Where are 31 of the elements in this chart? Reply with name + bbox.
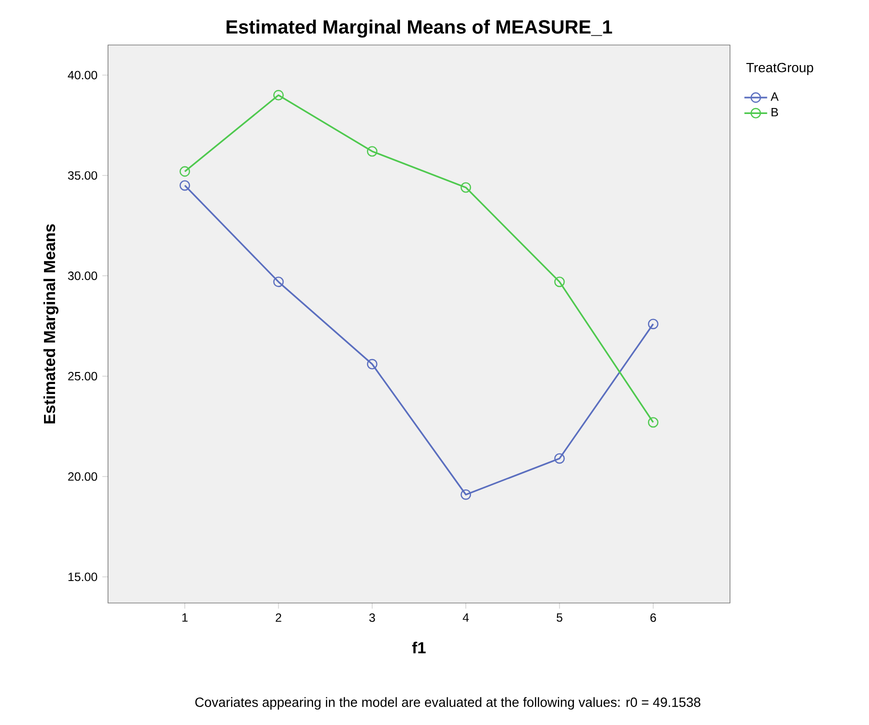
point [554, 276, 565, 288]
x-tick-label: 4 [462, 613, 469, 622]
y-tick-label: 40.00 [68, 70, 98, 80]
legend-label: A [770, 92, 779, 101]
y-tick-label: 25.00 [68, 372, 98, 380]
y-tick-label: 20.00 [68, 472, 98, 481]
y-axis-title: Estimated Marginal Means [43, 224, 58, 424]
point [460, 489, 472, 500]
point [460, 182, 472, 193]
x-tick-label: 1 [182, 613, 188, 622]
legend-label: B [772, 108, 778, 116]
point [366, 146, 378, 157]
x-tick-label: 3 [369, 613, 375, 622]
point [180, 166, 190, 177]
point [554, 453, 565, 464]
point [273, 90, 284, 100]
point [648, 417, 658, 428]
point [366, 358, 378, 370]
text: Covariates appearing in the model are evaluated at the following values: r0 = 49.1538 [195, 697, 700, 710]
y-tick-label: 30.00 [68, 272, 98, 280]
legend-title: TreatGroup [746, 62, 814, 75]
y-tick-label: 35.00 [68, 171, 98, 180]
x-axis-title: f1 [412, 642, 426, 654]
point [180, 180, 190, 191]
point [273, 276, 284, 288]
point [648, 318, 658, 330]
y-tick-label: 15.00 [68, 572, 98, 582]
x-tick-label: 6 [650, 613, 656, 622]
x-tick-label: 5 [556, 613, 562, 622]
x-tick-label: 2 [276, 613, 282, 622]
chart-title: Estimated Marginal Means of MEASURE_1 [226, 20, 612, 38]
